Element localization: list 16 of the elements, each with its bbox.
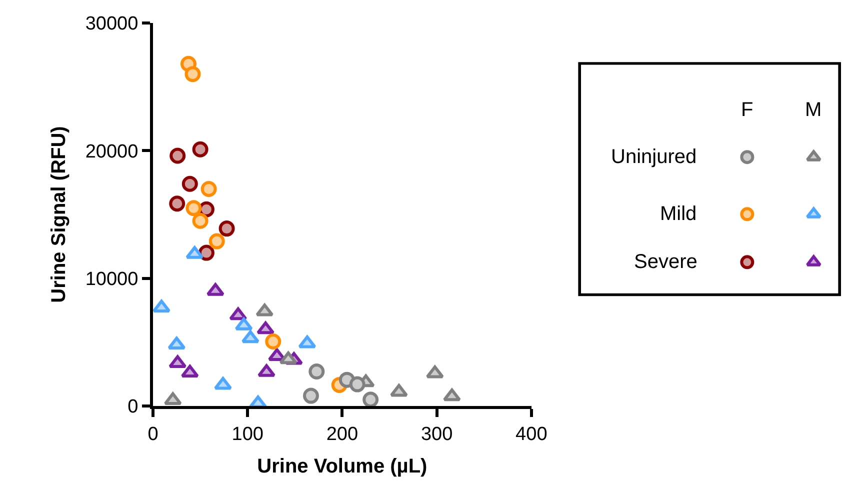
x-tick-label: 200 (326, 424, 358, 445)
x-tick-label: 100 (232, 424, 264, 445)
text: F (741, 99, 754, 121)
y-tick-label: 20000 (85, 141, 138, 162)
y-tick-label: 30000 (85, 14, 138, 35)
legend-label: Severe (634, 251, 698, 273)
text: M (805, 99, 822, 121)
x-axis-title: Urine Volume (µL) (257, 455, 428, 478)
x-tick-label: 0 (148, 424, 158, 445)
y-tick-label: 0 (128, 396, 138, 418)
y-tick-label: 10000 (85, 268, 138, 290)
x-tick-label: 300 (420, 424, 453, 445)
y-axis-title: Urine Signal (RFU) (48, 126, 70, 303)
legend-label: Uninjured (611, 146, 697, 168)
x-tick-label: 400 (516, 424, 548, 445)
legend-label: Mild (660, 203, 697, 225)
